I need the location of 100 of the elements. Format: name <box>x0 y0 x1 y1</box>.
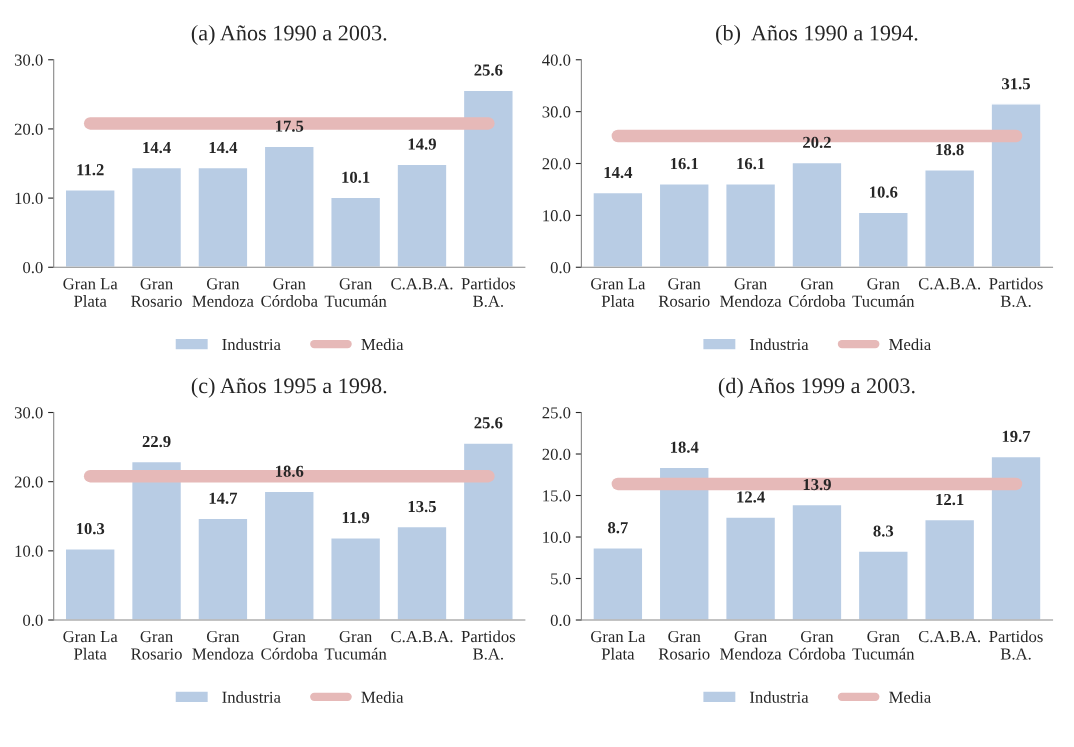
legend-label: Media <box>889 338 931 351</box>
bar <box>658 183 710 268</box>
x-tick-label: C.A.B.A. <box>918 630 981 643</box>
legend-label: Industria <box>749 691 809 703</box>
data-label: 14.4 <box>143 142 171 154</box>
x-tick-label: Gran Tucumán <box>324 630 387 660</box>
x-tick-label: Gran Córdoba <box>261 278 318 307</box>
bar <box>592 547 644 621</box>
bar <box>791 161 843 268</box>
y-tick-label: 0.0 <box>23 614 43 627</box>
x-tick-label: Gran La Plata <box>63 630 118 660</box>
x-tick-label: Gran Mendoza <box>192 630 254 660</box>
y-tick-label: 10.0 <box>543 210 571 222</box>
y-tick-label: 0.0 <box>550 261 571 274</box>
bar <box>64 189 116 268</box>
x-tick-label: Gran Tucumán <box>852 278 915 307</box>
bar <box>64 548 116 621</box>
data-label: 12.1 <box>936 493 964 506</box>
bar <box>197 166 249 268</box>
data-label: 14.4 <box>604 166 633 179</box>
x-tick-label: Gran Córdoba <box>788 630 846 660</box>
y-tick-label: 15.0 <box>543 490 571 502</box>
x-tick-label: Gran Rosario <box>131 278 182 307</box>
data-label: 10.3 <box>76 523 105 535</box>
y-tick-label: 40.0 <box>542 54 571 66</box>
x-tick-label: Gran La Plata <box>591 630 646 660</box>
bar <box>924 169 976 268</box>
legend-label: Media <box>361 691 404 703</box>
bar <box>462 89 514 268</box>
bar <box>791 503 843 621</box>
data-label: 11.9 <box>342 512 370 524</box>
bar <box>592 191 644 268</box>
legend-label: Media <box>361 338 404 351</box>
x-tick-label: Gran La Plata <box>591 278 646 307</box>
data-label: 16.1 <box>670 158 698 170</box>
y-tick-label: 25.0 <box>542 407 571 419</box>
data-label: 12.4 <box>737 491 765 503</box>
bar <box>197 517 249 621</box>
x-tick-label: Gran La Plata <box>63 278 118 307</box>
y-tick-label: 30.0 <box>14 54 43 66</box>
x-tick-label: Partidos B.A. <box>989 277 1043 307</box>
data-label: 18.6 <box>276 465 304 477</box>
y-tick-label: 0.0 <box>23 261 43 274</box>
y-tick-label: 10.0 <box>543 531 571 544</box>
data-label: 14.9 <box>408 138 436 150</box>
x-tick-label: Gran Mendoza <box>192 278 254 307</box>
bar <box>330 537 382 621</box>
data-label: 19.7 <box>1002 430 1031 443</box>
data-label: 14.7 <box>209 492 238 504</box>
bar <box>396 525 448 621</box>
y-tick-label: 30.0 <box>542 106 571 118</box>
bar <box>857 211 909 268</box>
x-tick-label: Partidos B.A. <box>461 277 516 307</box>
y-tick-label: 20.0 <box>14 476 43 488</box>
data-label: 16.1 <box>737 158 765 170</box>
data-label: 8.7 <box>608 522 628 534</box>
y-tick-label: 20.0 <box>14 123 43 135</box>
chart-title: (c) Años 1995 a 1998. <box>191 377 387 398</box>
y-tick-label: 10.0 <box>15 545 43 557</box>
x-tick-label: C.A.B.A. <box>391 278 453 290</box>
y-tick-label: 0.0 <box>550 614 571 627</box>
legend-label: Industria <box>749 338 809 351</box>
chart-title: (a) Años 1990 a 2003. <box>191 24 387 46</box>
data-label: 14.4 <box>209 142 238 154</box>
x-tick-label: Gran Mendoza <box>720 630 782 660</box>
bar <box>924 518 976 621</box>
bar <box>330 196 382 268</box>
data-label: 25.6 <box>474 417 503 429</box>
bar <box>658 466 710 621</box>
x-tick-label: Partidos B.A. <box>989 630 1043 660</box>
x-tick-label: Gran Rosario <box>658 278 710 307</box>
x-tick-label: Partidos B.A. <box>461 630 516 660</box>
legend-label: Media <box>889 691 931 703</box>
bar <box>130 460 183 621</box>
bar <box>990 455 1042 621</box>
x-tick-label: Gran Mendoza <box>720 278 782 307</box>
legend-label: Industria <box>222 338 281 351</box>
x-tick-label: Gran Córdoba <box>788 278 846 307</box>
y-tick-label: 5.0 <box>551 573 571 585</box>
y-tick-label: 20.0 <box>542 448 571 461</box>
legend-label: Industria <box>222 691 281 703</box>
bar <box>857 550 909 621</box>
bar <box>263 490 315 621</box>
bar <box>990 103 1042 268</box>
data-label: 10.6 <box>870 186 898 198</box>
data-label: 13.9 <box>803 478 831 491</box>
x-tick-label: Gran Rosario <box>131 630 182 660</box>
data-label: 18.4 <box>670 441 699 453</box>
data-label: 17.5 <box>276 120 304 132</box>
bar <box>130 166 183 268</box>
x-tick-label: Gran Rosario <box>658 630 710 660</box>
bar <box>725 516 777 621</box>
y-tick-label: 20.0 <box>542 158 571 170</box>
x-tick-label: Gran Tucumán <box>324 278 387 307</box>
data-label: 22.9 <box>142 435 171 448</box>
data-label: 8.3 <box>873 525 894 537</box>
bar <box>396 163 448 268</box>
chart-title: (d) Años 1999 a 2003. <box>718 377 915 398</box>
x-tick-label: C.A.B.A. <box>918 278 981 290</box>
bar <box>263 145 315 268</box>
